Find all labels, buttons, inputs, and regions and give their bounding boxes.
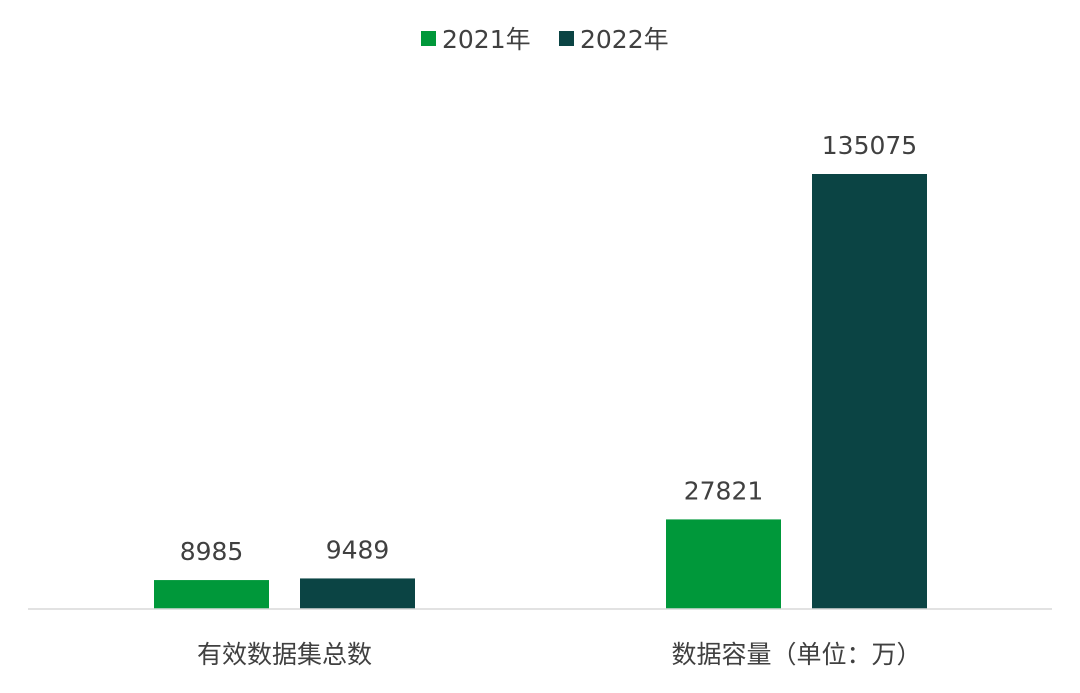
bar-1-2 [666,519,781,609]
bars-group [154,174,927,609]
category-labels-group: 有效数据集总数 数据容量（单位：万） [197,640,922,669]
value-label-2-2: 135075 [822,131,917,160]
legend-swatch-1 [421,31,436,46]
legend-swatch-2 [559,31,574,46]
legend-label-1: 2021年 [442,25,531,54]
legend-label-2: 2022年 [580,25,669,54]
legend: 2021年 2022年 [421,25,669,54]
bar-2-2 [812,174,927,609]
bar-2-1 [300,578,415,609]
value-label-1-1: 8985 [180,537,244,566]
category-label-2: 数据容量（单位：万） [671,640,921,669]
value-label-1-2: 27821 [684,476,764,505]
category-label-1: 有效数据集总数 [197,640,372,669]
value-labels-group: 8985 9489 27821 135075 [180,131,918,566]
bar-1-1 [154,580,269,609]
value-label-2-1: 9489 [326,535,390,564]
